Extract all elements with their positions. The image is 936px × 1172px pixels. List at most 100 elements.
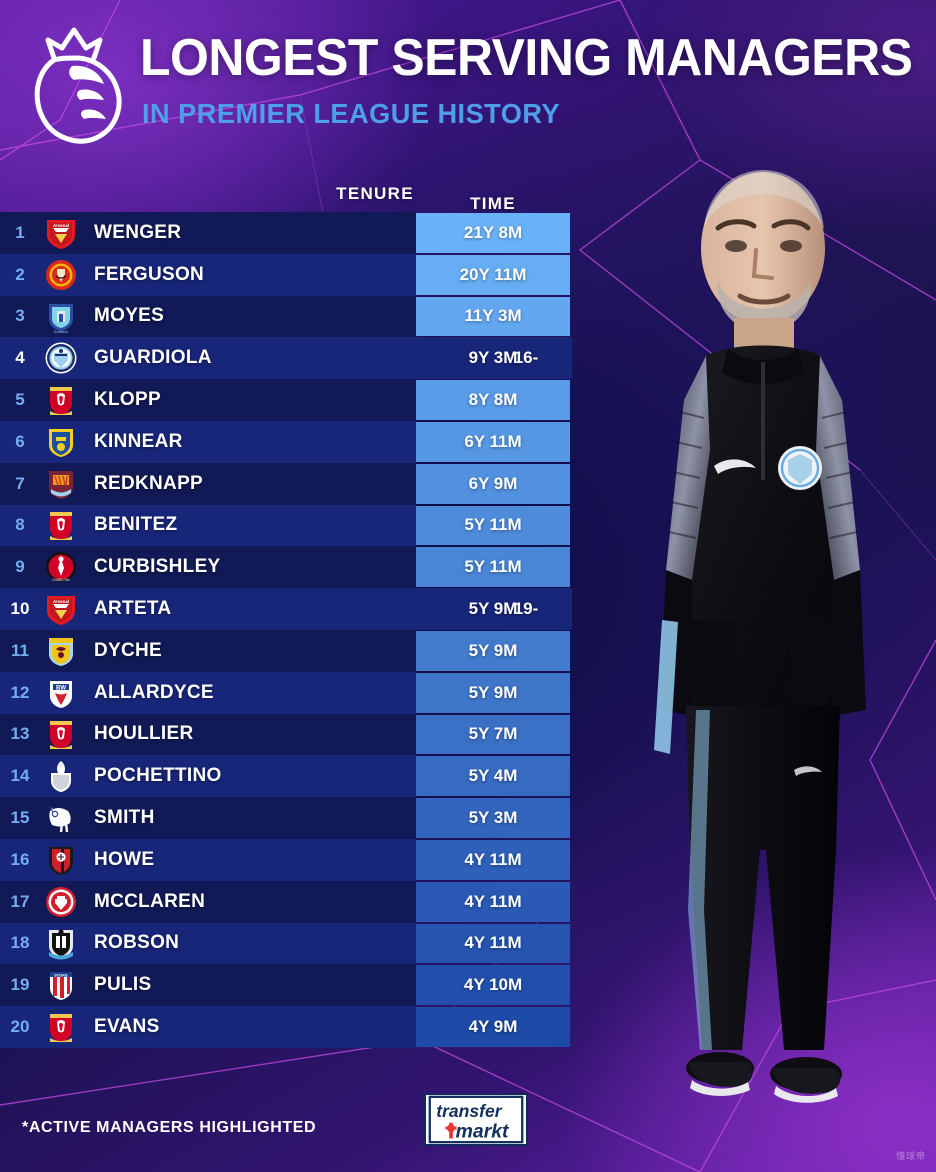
manager-time: 4Y 9M — [416, 1007, 570, 1047]
svg-text:BW: BW — [56, 685, 66, 691]
club-crest-icon: Arsenal — [44, 592, 78, 626]
manager-name: FERGUSON — [94, 263, 205, 285]
row-rank: 9 — [15, 557, 25, 577]
manager-time: 21Y 8M — [416, 213, 570, 253]
table-row[interactable]: 11 DYCHE16-225Y 9M — [0, 629, 572, 672]
row-rank: 3 — [15, 306, 25, 326]
row-rank: 14 — [10, 766, 30, 786]
club-crest-icon — [44, 843, 78, 877]
row-rank: 6 — [15, 431, 25, 451]
manager-name: DYCHE — [94, 639, 163, 661]
svg-text:Everton: Everton — [54, 329, 68, 333]
row-background — [0, 337, 572, 380]
row-rank: 20 — [10, 1017, 30, 1037]
club-crest-icon — [44, 717, 78, 751]
table-row[interactable]: 5 KLOPP15-248Y 8M — [0, 379, 572, 421]
table-row[interactable]: 14 POCHETTINO14-195Y 4M — [0, 755, 572, 798]
table-row[interactable]: 18 ROBSON99-044Y 11M — [0, 922, 572, 965]
premier-league-lion-icon — [34, 27, 122, 144]
club-crest-icon: Arsenal — [44, 216, 78, 250]
manager-time: 5Y 9M — [416, 630, 570, 671]
manager-tenure: 16- — [513, 348, 539, 368]
svg-text:STOKE: STOKE — [54, 973, 68, 978]
svg-text:Arsenal: Arsenal — [53, 599, 69, 604]
manager-time: 5Y 11M — [416, 547, 570, 588]
club-crest-icon — [44, 425, 78, 459]
club-crest-icon — [44, 508, 78, 542]
row-rank: 15 — [10, 808, 30, 828]
manager-name: KLOPP — [94, 389, 161, 411]
manager-name: MOYES — [94, 305, 165, 327]
manager-time: 5Y 11M — [416, 505, 570, 546]
club-crest-icon — [44, 885, 78, 919]
svg-text:markt: markt — [456, 1121, 510, 1143]
manager-name: BENITEZ — [94, 514, 178, 536]
column-header-time: TIME — [470, 193, 516, 213]
table-row[interactable]: 15 SMITH96-015Y 3M — [0, 797, 572, 839]
table-row[interactable]: 10 Arsenal ARTETA 19- 5Y 9M — [0, 588, 572, 630]
page-title: LONGEST SERVING MANAGERS — [140, 29, 913, 87]
manager-time: 11Y 3M — [416, 296, 570, 337]
club-crest-icon — [44, 341, 78, 375]
table-row[interactable]: 19 STOKEPULIS08-134Y 10M — [0, 964, 572, 1007]
manager-name: POCHETTINO — [94, 765, 222, 787]
row-rank: 7 — [15, 473, 25, 493]
row-rank: 4 — [15, 348, 25, 368]
watermark: 懂球帝 — [895, 1151, 926, 1161]
club-crest-icon — [44, 383, 78, 417]
table-row[interactable]: 4 GUARDIOLA 16- 9Y 3M — [0, 337, 572, 380]
table-row[interactable]: 7 REDKNAPP94-016Y 9M — [0, 462, 572, 505]
table-row[interactable]: 8 BENITEZ04-105Y 11M — [0, 504, 572, 547]
manager-time: 20Y 11M — [416, 254, 570, 295]
table-row[interactable]: 13 HOULLIER98-045Y 7M — [0, 713, 572, 756]
manager-name: GUARDIOLA — [94, 347, 212, 369]
manager-name: MCCLAREN — [94, 890, 206, 912]
manager-name: ALLARDYCE — [94, 681, 214, 703]
manager-name: KINNEAR — [94, 430, 183, 452]
row-rank: 1 — [15, 222, 25, 242]
svg-text:CHARLTON: CHARLTON — [52, 578, 70, 582]
table-row[interactable]: 12 BW ALLARDYCE01-075Y 9M — [0, 671, 572, 714]
table-row[interactable]: 6 KINNEAR92-996Y 11M — [0, 420, 572, 463]
manager-name: WENGER — [94, 221, 182, 243]
club-crest-icon — [44, 467, 78, 501]
svg-text:Arsenal: Arsenal — [53, 223, 69, 228]
manager-name: REDKNAPP — [94, 472, 204, 494]
manager-name: ARTETA — [94, 598, 172, 620]
manager-name: CURBISHLEY — [94, 556, 221, 578]
manager-name: ROBSON — [94, 932, 180, 954]
manager-time: 4Y 11M — [416, 881, 570, 922]
table-row[interactable]: 2 FERGUSON92-1320Y 11M — [0, 253, 572, 296]
row-rank: 13 — [10, 724, 30, 744]
column-header-tenure: TENURE — [336, 184, 414, 203]
row-rank: 5 — [15, 390, 25, 410]
managers-table: 1 Arsenal WENGER96-1821Y 8M2 FERGUSON92-… — [0, 212, 572, 1048]
row-rank: 8 — [15, 515, 25, 535]
row-rank: 2 — [15, 264, 25, 284]
svg-text:transfer: transfer — [436, 1101, 503, 1121]
manager-name: SMITH — [94, 807, 155, 829]
manager-time: 5Y 4M — [416, 756, 570, 797]
table-row[interactable]: 3 EvertonMOYES02-1311Y 3M — [0, 295, 572, 338]
table-row[interactable]: 1 Arsenal WENGER96-1821Y 8M — [0, 212, 572, 254]
table-row[interactable]: 20 EVANS94-984Y 9M — [0, 1006, 572, 1048]
row-rank: 17 — [10, 891, 30, 911]
manager-time: 8Y 8M — [416, 380, 570, 420]
manager-name: EVANS — [94, 1016, 160, 1038]
page-subtitle: IN PREMIER LEAGUE HISTORY — [142, 98, 561, 129]
manager-name: HOULLIER — [94, 723, 194, 745]
table-row[interactable]: 16 HOWE15-204Y 11M — [0, 838, 572, 881]
row-rank: 19 — [10, 975, 30, 995]
table-row[interactable]: 9 CHARLTONCURBISHLEY00-065Y 11M — [0, 546, 572, 589]
club-crest-icon — [44, 759, 78, 793]
manager-time: 5Y 3M — [416, 798, 570, 838]
row-rank: 10 — [10, 599, 30, 619]
manager-time: 5Y 9M — [416, 672, 570, 713]
club-crest-icon: CHARLTON — [44, 550, 78, 584]
club-crest-icon — [44, 634, 78, 668]
table-row[interactable]: 17 MCCLAREN01-064Y 11M — [0, 880, 572, 923]
club-crest-icon — [44, 258, 78, 292]
manager-time: 6Y 11M — [416, 421, 570, 462]
transfermarkt-logo: transfer markt — [424, 1093, 528, 1146]
